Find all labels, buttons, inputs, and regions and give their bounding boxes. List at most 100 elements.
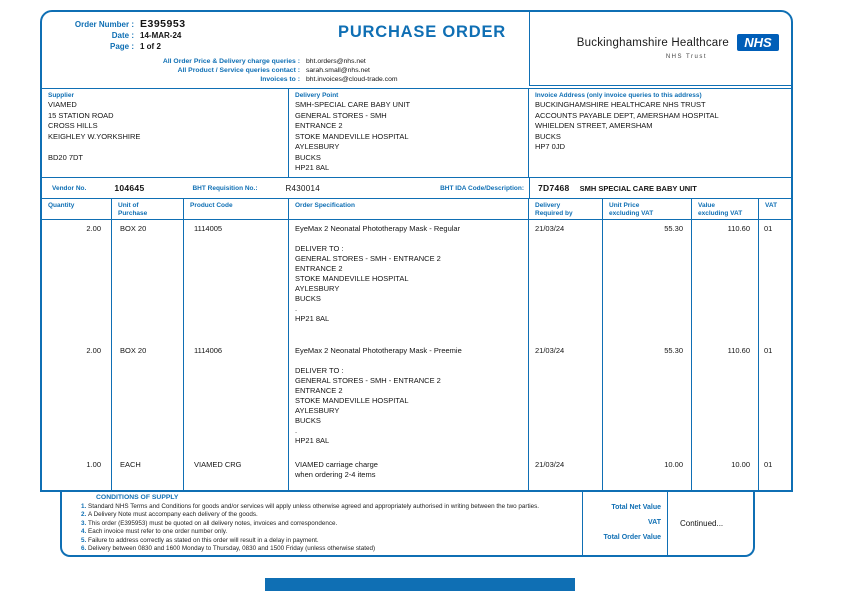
table-row: 2.00 BOX 20 1114006 EyeMax 2 Neonatal Ph…	[42, 342, 791, 456]
supplier-label: Supplier	[48, 92, 75, 99]
ida-code-value: 7D7468	[538, 183, 570, 193]
row2-quantity: 2.00	[42, 342, 112, 456]
row3-unit-price: 10.00	[603, 456, 692, 480]
order-meta-block: Order Number : E395953 Date : 14-MAR-24 …	[42, 19, 398, 84]
column-header-quantity: Quantity	[42, 199, 112, 219]
product-queries-row: All Product / Service queries contact : …	[42, 66, 398, 75]
row2-value: 110.60	[692, 342, 759, 456]
total-order-value-label: Total Order Value	[603, 534, 661, 541]
row2-unit-price: 55.30	[603, 342, 692, 456]
column-header-vat: VAT	[765, 202, 778, 209]
invoices-to-email: bht.invoices@cloud-trade.com	[306, 76, 398, 83]
invoices-to-label: Invoices to :	[260, 76, 300, 83]
page-value: 1 of 2	[140, 42, 161, 51]
condition-item: Delivery between 0830 and 1600 Monday to…	[88, 545, 578, 553]
row1-unit-price: 55.30	[603, 220, 692, 342]
ida-code-label: BHT IDA Code/Description:	[440, 184, 524, 192]
query-contacts: All Order Price & Delivery charge querie…	[42, 57, 398, 84]
table-row: 2.00 BOX 20 1114005 EyeMax 2 Neonatal Ph…	[42, 220, 791, 342]
table-filler	[42, 480, 791, 490]
row2-product-code: 1114006	[184, 342, 289, 456]
order-queries-row: All Order Price & Delivery charge querie…	[42, 57, 398, 66]
delivery-point-label: Delivery Point	[295, 92, 339, 99]
organisation-subtitle: NHS Trust	[665, 54, 707, 60]
vendor-no-label: Vendor No.	[52, 184, 87, 192]
row1-quantity: 2.00	[42, 220, 112, 342]
document-frame: Order Number : E395953 Date : 14-MAR-24 …	[40, 10, 793, 492]
vendor-no-value: 104645	[114, 183, 145, 193]
vendor-row-right: 7D7468 SMH SPECIAL CARE BABY UNIT	[529, 178, 791, 198]
row1-delivery-date: 21/03/24	[529, 220, 603, 342]
document-header: Order Number : E395953 Date : 14-MAR-24 …	[42, 12, 791, 88]
row3-unit: EACH	[112, 456, 184, 480]
column-header-unit-price: Unit Price excluding VAT	[603, 199, 692, 219]
row1-specification: EyeMax 2 Neonatal Phototherapy Mask - Re…	[289, 220, 529, 342]
row1-value: 110.60	[692, 220, 759, 342]
column-header-value: Value excluding VAT	[692, 199, 759, 219]
condition-item: Failure to address correctly as stated o…	[88, 537, 578, 545]
order-date-row: Date : 14-MAR-24	[42, 30, 398, 41]
row1-unit: BOX 20	[112, 220, 184, 342]
row3-value: 10.00	[692, 456, 759, 480]
row2-specification: EyeMax 2 Neonatal Phototherapy Mask - Pr…	[289, 342, 529, 456]
page-label: Page :	[109, 42, 134, 51]
date-value: 14-MAR-24	[140, 31, 182, 40]
invoice-address-label: Invoice Address (only invoice queries to…	[535, 92, 702, 99]
product-queries-email: sarah.small@nhs.net	[306, 67, 370, 74]
product-queries-label: All Product / Service queries contact :	[177, 67, 300, 74]
invoice-address: BUCKINGHAMSHIRE HEALTHCARE NHS TRUST ACC…	[535, 100, 719, 151]
organisation-name-row: Buckinghamshire Healthcare NHS	[530, 12, 791, 51]
ida-description: SMH SPECIAL CARE BABY UNIT	[579, 183, 697, 193]
requisition-no-label: BHT Requisition No.:	[192, 184, 258, 192]
totals-labels-box: Total Net Value VAT Total Order Value	[583, 492, 668, 555]
row3-vat-code: 01	[764, 460, 773, 469]
row3-quantity: 1.00	[42, 456, 112, 480]
row1-vat-code: 01	[764, 224, 773, 233]
vendor-row: Vendor No. 104645 BHT Requisition No.: R…	[42, 178, 791, 198]
conditions-of-supply-box: CONDITIONS OF SUPPLY Standard NHS Terms …	[62, 492, 583, 555]
continued-text: Continued...	[680, 519, 724, 528]
condition-item: Standard NHS Terms and Conditions for go…	[88, 503, 578, 511]
date-label: Date :	[111, 31, 134, 40]
continued-box: Continued...	[668, 492, 753, 555]
page-title: PURCHASE ORDER	[338, 23, 506, 41]
row2-vat-code: 01	[764, 346, 773, 355]
order-number-value: E395953	[140, 18, 186, 30]
nhs-logo-icon: NHS	[737, 34, 779, 51]
page-number-row: Page : 1 of 2	[42, 41, 398, 52]
invoice-address-box: Invoice Address (only invoice queries to…	[529, 89, 791, 177]
row3-product-code: VIAMED CRG	[184, 456, 289, 480]
vat-total-label: VAT	[648, 519, 661, 526]
column-header-order-specification: Order Specification	[289, 199, 529, 219]
order-queries-email: bht.orders@nhs.net	[306, 58, 366, 65]
address-section: Supplier VIAMED 15 STATION ROAD CROSS HI…	[42, 88, 791, 178]
organisation-name: Buckinghamshire Healthcare	[576, 36, 729, 49]
line-items-header: Quantity Unit of Purchase Product Code O…	[42, 198, 791, 220]
vendor-row-left: Vendor No. 104645 BHT Requisition No.: R…	[42, 178, 529, 198]
order-queries-label: All Order Price & Delivery charge querie…	[162, 58, 300, 65]
line-items-body: 2.00 BOX 20 1114005 EyeMax 2 Neonatal Ph…	[42, 220, 791, 490]
order-number-label: Order Number :	[74, 20, 134, 29]
supplier-address: VIAMED 15 STATION ROAD CROSS HILLS KEIGH…	[48, 100, 141, 162]
requisition-no-value: R430014	[285, 183, 321, 193]
conditions-list: Standard NHS Terms and Conditions for go…	[62, 503, 578, 553]
organisation-logo-box: Buckinghamshire Healthcare NHS NHS Trust	[529, 12, 791, 86]
condition-item: A Delivery Note must accompany each deli…	[88, 511, 578, 519]
condition-item: This order (E395953) must be quoted on a…	[88, 520, 578, 528]
supplier-address-box: Supplier VIAMED 15 STATION ROAD CROSS HI…	[42, 89, 289, 177]
bottom-blue-bar	[265, 578, 575, 591]
footer-band: CONDITIONS OF SUPPLY Standard NHS Terms …	[60, 492, 755, 557]
column-header-delivery-required-by: Delivery Required by	[529, 199, 603, 219]
delivery-point-box: Delivery Point SMH-SPECIAL CARE BABY UNI…	[289, 89, 529, 177]
row3-specification: VIAMED carriage charge when ordering 2-4…	[289, 456, 529, 480]
row3-delivery-date: 21/03/24	[529, 456, 603, 480]
column-header-unit-of-purchase: Unit of Purchase	[112, 199, 184, 219]
row2-unit: BOX 20	[112, 342, 184, 456]
conditions-title: CONDITIONS OF SUPPLY	[96, 494, 179, 501]
row1-product-code: 1114005	[184, 220, 289, 342]
total-net-value-label: Total Net Value	[611, 504, 661, 511]
condition-item: Each invoice must refer to one order num…	[88, 528, 578, 536]
row2-delivery-date: 21/03/24	[529, 342, 603, 456]
column-header-product-code: Product Code	[184, 199, 289, 219]
